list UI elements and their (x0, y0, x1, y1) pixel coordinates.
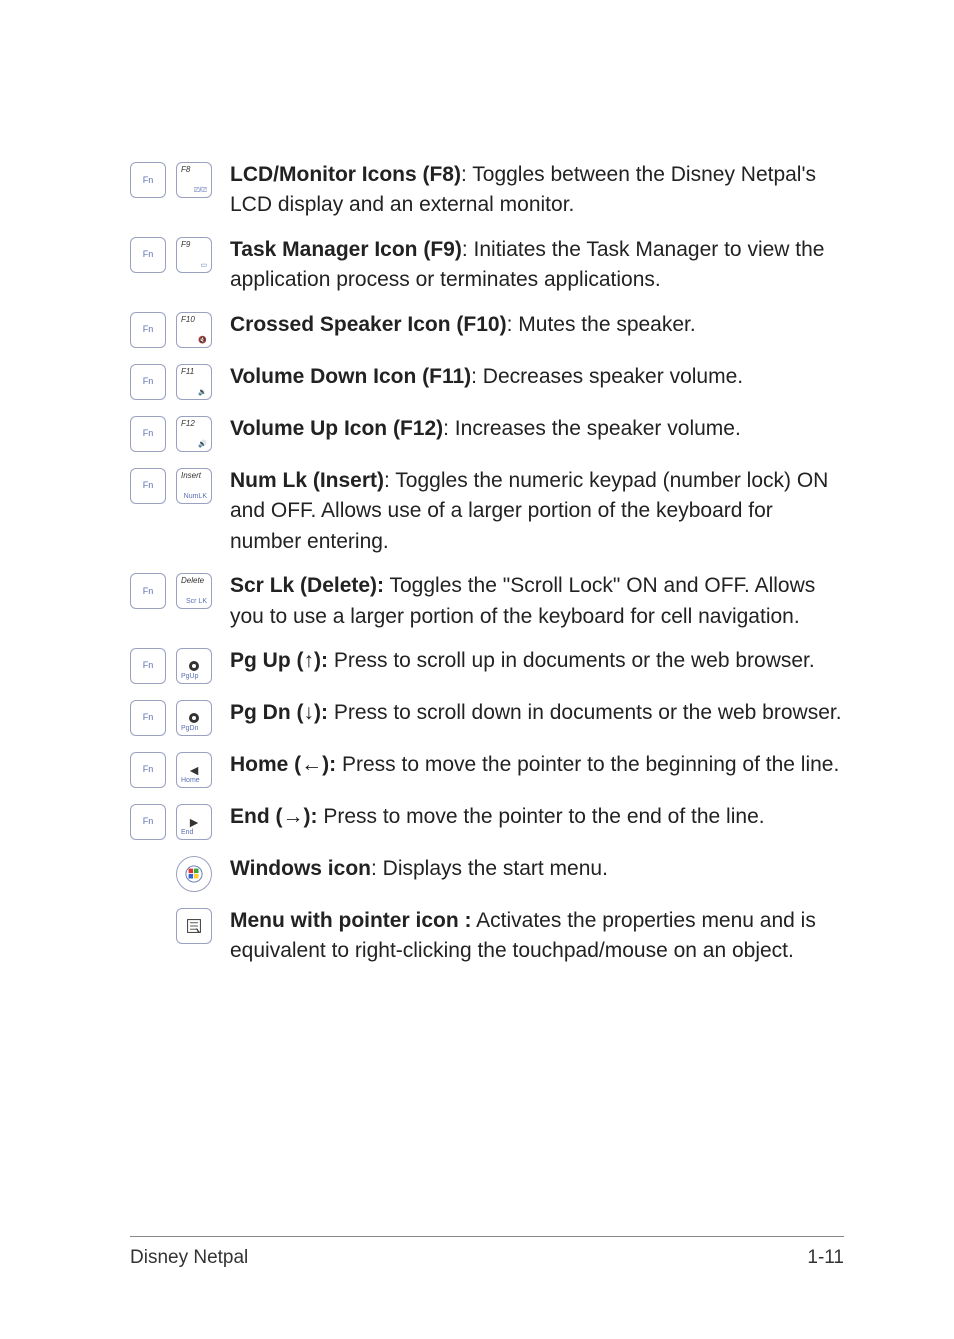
key-combo: Fn F11🔉 (130, 362, 230, 400)
key-down: PgDn (176, 700, 212, 736)
shortcut-row: Fn ◄Home Home (←): Press to move the point… (130, 750, 844, 788)
shortcut-description: Scr Lk (Delete): Toggles the "Scroll Loc… (230, 571, 844, 632)
shortcut-row: Fn F9▭ Task Manager Icon (F9): Initiates t… (130, 235, 844, 296)
shortcut-detail: : Decreases speaker volume. (471, 365, 743, 388)
key-fn: Fn (130, 237, 166, 273)
key-combo: Fn InsertNumLK (130, 466, 230, 504)
shortcut-title: Home (←): (230, 753, 336, 776)
shortcut-description: Menu with pointer icon : Activates the p… (230, 906, 844, 967)
shortcut-description: Volume Down Icon (F11): Decreases speake… (230, 362, 844, 392)
shortcut-title: Num Lk (Insert) (230, 469, 384, 492)
key-up: PgUp (176, 648, 212, 684)
shortcut-description: Windows icon: Displays the start menu. (230, 854, 844, 884)
shortcut-title: Windows icon (230, 857, 371, 880)
key-combo: Fn DeleteScr LK (130, 571, 230, 609)
key-f12: F12🔊 (176, 416, 212, 452)
shortcut-detail: : Increases the speaker volume. (443, 417, 741, 440)
shortcut-row: Windows icon: Displays the start menu. (130, 854, 844, 892)
page-content: Fn F8⎚/⎚ LCD/Monitor Icons (F8): Toggles b… (0, 0, 954, 967)
shortcut-row: Fn F12🔊 Volume Up Icon (F12): Increases th… (130, 414, 844, 452)
key-fn: Fn (130, 416, 166, 452)
key-fn: Fn (130, 804, 166, 840)
key-f8: F8⎚/⎚ (176, 162, 212, 198)
shortcut-row: Fn F11🔉 Volume Down Icon (F11): Decreases … (130, 362, 844, 400)
shortcut-row: Menu with pointer icon : Activates the p… (130, 906, 844, 967)
shortcut-row: Fn InsertNumLK Num Lk (Insert): Toggles th… (130, 466, 844, 557)
shortcut-title: Crossed Speaker Icon (F10) (230, 313, 507, 336)
shortcut-title: Task Manager Icon (F9) (230, 238, 462, 261)
key-combo: Fn ►End (130, 802, 230, 840)
key-combo: Fn ◄Home (130, 750, 230, 788)
key-combo: Fn PgUp (130, 646, 230, 684)
shortcut-title: Pg Up (↑): (230, 649, 328, 672)
shortcut-description: Home (←): Press to move the pointer to t… (230, 750, 844, 780)
key-fn: Fn (130, 162, 166, 198)
shortcut-detail: Press to move the pointer to the beginni… (336, 753, 839, 776)
shortcut-row: Fn PgUp Pg Up (↑): Press to scroll up in d… (130, 646, 844, 684)
shortcut-detail: Press to move the pointer to the end of … (317, 805, 764, 828)
shortcut-row: Fn F8⎚/⎚ LCD/Monitor Icons (F8): Toggles b… (130, 160, 844, 221)
key-combo (130, 906, 230, 944)
footer-right: 1-11 (807, 1247, 844, 1269)
key-left: ◄Home (176, 752, 212, 788)
shortcut-row: Fn F10🔇 Crossed Speaker Icon (F10): Mutes … (130, 310, 844, 348)
shortcut-description: Volume Up Icon (F12): Increases the spea… (230, 414, 844, 444)
footer-left: Disney Netpal (130, 1247, 248, 1269)
key-right: ►End (176, 804, 212, 840)
key-combo: Fn PgDn (130, 698, 230, 736)
shortcut-title: LCD/Monitor Icons (F8) (230, 163, 461, 186)
shortcut-title: Volume Up Icon (F12) (230, 417, 443, 440)
shortcut-row: Fn ►End End (→): Press to move the pointer… (130, 802, 844, 840)
shortcut-row: Fn PgDn Pg Dn (↓): Press to scroll down in… (130, 698, 844, 736)
key-menu (176, 908, 212, 944)
shortcut-detail: Press to scroll up in documents or the w… (328, 649, 815, 672)
key-combo: Fn F9▭ (130, 235, 230, 273)
key-f9: F9▭ (176, 237, 212, 273)
shortcut-title: Pg Dn (↓): (230, 701, 328, 724)
shortcut-description: End (→): Press to move the pointer to th… (230, 802, 844, 832)
shortcut-description: Task Manager Icon (F9): Initiates the Ta… (230, 235, 844, 296)
shortcut-description: Pg Dn (↓): Press to scroll down in docum… (230, 698, 844, 728)
key-combo: Fn F8⎚/⎚ (130, 160, 230, 198)
key-fn: Fn (130, 700, 166, 736)
key-f11: F11🔉 (176, 364, 212, 400)
key-fn: Fn (130, 468, 166, 504)
key-fn: Fn (130, 364, 166, 400)
shortcut-detail: : Mutes the speaker. (507, 313, 696, 336)
shortcut-title: Volume Down Icon (F11) (230, 365, 471, 388)
shortcut-detail: Press to scroll down in documents or the… (328, 701, 842, 724)
key-combo: Fn F12🔊 (130, 414, 230, 452)
page-footer: Disney Netpal 1-11 (130, 1236, 844, 1269)
key-fn: Fn (130, 752, 166, 788)
key-f10: F10🔇 (176, 312, 212, 348)
key-insert: InsertNumLK (176, 468, 212, 504)
shortcut-description: Crossed Speaker Icon (F10): Mutes the sp… (230, 310, 844, 340)
shortcut-detail: : Displays the start menu. (371, 857, 608, 880)
shortcut-description: LCD/Monitor Icons (F8): Toggles between … (230, 160, 844, 221)
shortcut-title: Scr Lk (Delete): (230, 574, 384, 597)
shortcut-row: Fn DeleteScr LK Scr Lk (Delete): Toggles t… (130, 571, 844, 632)
shortcut-description: Pg Up (↑): Press to scroll up in documen… (230, 646, 844, 676)
key-fn: Fn (130, 312, 166, 348)
key-fn: Fn (130, 648, 166, 684)
key-delete: DeleteScr LK (176, 573, 212, 609)
shortcut-description: Num Lk (Insert): Toggles the numeric key… (230, 466, 844, 557)
key-combo: Fn F10🔇 (130, 310, 230, 348)
key-win (176, 856, 212, 892)
key-fn: Fn (130, 573, 166, 609)
shortcut-title: Menu with pointer icon : (230, 909, 471, 932)
key-combo (130, 854, 230, 892)
shortcut-title: End (→): (230, 805, 317, 828)
